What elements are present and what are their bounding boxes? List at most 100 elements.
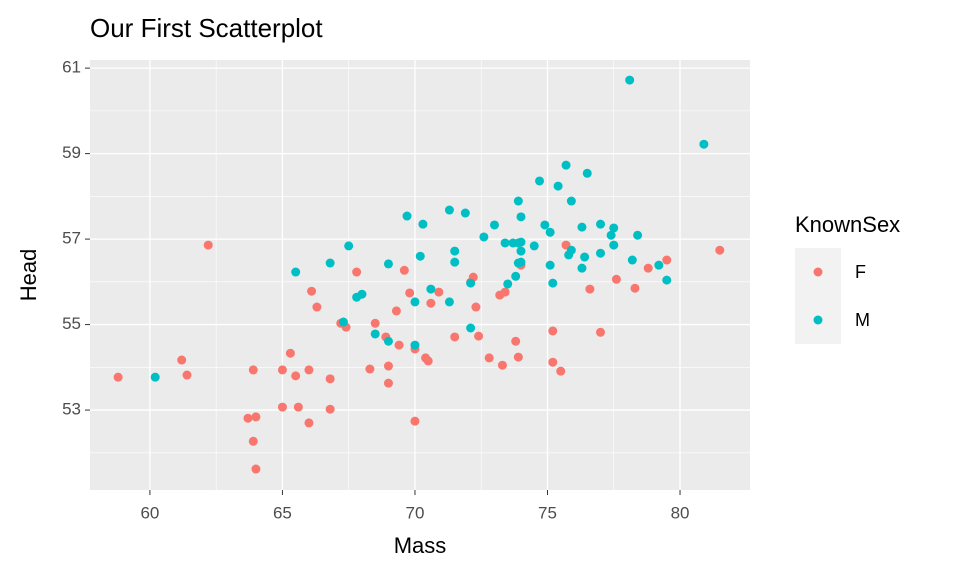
point [338, 317, 348, 327]
point [182, 370, 192, 380]
legend-label: M [855, 310, 870, 330]
point [479, 232, 489, 242]
y-tick-label: 57 [62, 229, 81, 248]
point [357, 289, 367, 299]
point [466, 323, 476, 333]
point [415, 251, 425, 261]
point [503, 279, 513, 289]
point [418, 219, 428, 229]
point [606, 230, 616, 240]
point [434, 287, 444, 297]
point [474, 331, 484, 341]
legend-swatch [813, 315, 823, 325]
point [344, 241, 354, 251]
point [553, 181, 563, 191]
point [548, 326, 558, 336]
point [248, 365, 258, 375]
point [307, 286, 317, 296]
panel [90, 60, 750, 490]
point [625, 75, 635, 85]
point [365, 364, 375, 374]
point [444, 205, 454, 215]
y-tick-label: 61 [62, 58, 81, 77]
point [248, 436, 258, 446]
point [423, 356, 433, 366]
point [402, 211, 412, 221]
point [325, 374, 335, 384]
point [325, 258, 335, 268]
point [500, 287, 510, 297]
point [556, 366, 566, 376]
point [513, 352, 523, 362]
point [293, 402, 303, 412]
point [715, 245, 725, 255]
point [383, 361, 393, 371]
point [582, 168, 592, 178]
point [609, 240, 619, 250]
point [325, 404, 335, 414]
point [410, 297, 420, 307]
point [391, 306, 401, 316]
point [450, 332, 460, 342]
point [466, 278, 476, 288]
x-tick-label: 60 [140, 503, 159, 522]
point [497, 360, 507, 370]
point [304, 418, 314, 428]
point [513, 196, 523, 206]
point [177, 355, 187, 365]
point [285, 348, 295, 358]
point [609, 223, 619, 233]
point [529, 241, 539, 251]
x-tick-label: 65 [273, 503, 292, 522]
point [516, 237, 526, 247]
point [460, 208, 470, 218]
point [545, 260, 555, 270]
point [540, 220, 550, 230]
x-tick-label: 70 [406, 503, 425, 522]
point [548, 357, 558, 367]
y-tick-label: 59 [62, 143, 81, 162]
point [627, 255, 637, 265]
point [410, 340, 420, 350]
point [511, 336, 521, 346]
point [394, 340, 404, 350]
point [471, 302, 481, 312]
point [630, 283, 640, 293]
point [450, 257, 460, 267]
x-tick-label: 80 [671, 503, 690, 522]
legend-title: KnownSex [795, 212, 900, 237]
x-tick-label: 75 [538, 503, 557, 522]
point [561, 160, 571, 170]
point [203, 240, 213, 250]
point [577, 222, 587, 232]
point [251, 464, 261, 474]
point [535, 176, 545, 186]
point [511, 271, 521, 281]
point [633, 230, 643, 240]
point [596, 327, 606, 337]
legend-label: F [855, 262, 866, 282]
point [312, 302, 322, 312]
point [426, 298, 436, 308]
point [548, 278, 558, 288]
point [516, 257, 526, 267]
point [699, 139, 709, 149]
point [243, 413, 253, 423]
point [291, 267, 301, 277]
y-tick-label: 55 [62, 314, 81, 333]
point [352, 267, 362, 277]
point [251, 412, 261, 422]
x-axis-label: Mass [394, 533, 447, 558]
y-axis-label: Head [16, 249, 41, 302]
point [566, 196, 576, 206]
point [596, 219, 606, 229]
point [654, 260, 664, 270]
point [580, 252, 590, 262]
point [662, 275, 672, 285]
point [410, 416, 420, 426]
point [370, 329, 380, 339]
point [399, 265, 409, 275]
point [585, 284, 595, 294]
point [277, 402, 287, 412]
